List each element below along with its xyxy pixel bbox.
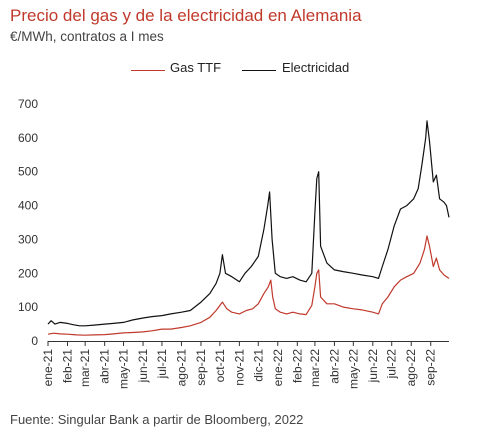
x-tick-label-jul-21: jul-21 <box>155 349 169 380</box>
x-tick-label-feb-21: feb-21 <box>61 349 75 383</box>
y-tick-label-400: 400 <box>18 199 38 213</box>
y-tick-label-300: 300 <box>18 232 38 246</box>
x-tick-label-abr-22: abr-22 <box>327 349 341 384</box>
x-tick-label-oct-21: oct-21 <box>213 349 227 383</box>
legend-swatch-electricity <box>242 70 276 71</box>
x-tick-label-abr-21: abr-21 <box>98 349 112 384</box>
legend-swatch-gas <box>131 70 165 71</box>
y-tick-label-700: 700 <box>18 97 38 111</box>
x-tick-label-jun-21: jun-21 <box>136 349 150 384</box>
x-tick-label-feb-22: feb-22 <box>290 349 304 383</box>
x-tick-label-mar-22: mar-22 <box>308 349 322 387</box>
x-tick-label-dic-21: dic-21 <box>251 349 265 382</box>
series-line-gas-ttf <box>47 235 450 336</box>
x-tick-label-sep-21: sep-21 <box>194 349 208 386</box>
legend-label-electricity: Electricidad <box>282 60 350 75</box>
x-tick-label-may-22: may-22 <box>346 349 360 389</box>
x-tick-label-ene-22: ene-22 <box>271 349 285 387</box>
chart-title: Precio del gas y de la electricidad en A… <box>10 6 362 25</box>
y-tick-label-100: 100 <box>18 300 38 314</box>
y-tick-label-0: 0 <box>31 334 38 348</box>
chart-subtitle: €/MWh, contratos a I mes <box>10 29 164 44</box>
x-tick-label-sep-22: sep-22 <box>424 349 438 386</box>
x-tick-label-ago-22: ago-22 <box>404 349 418 387</box>
series-line-electricidad <box>47 120 450 327</box>
x-axis: ene-21 feb-21 mar-21 abr-21 may-21 jun-21 jul-… <box>41 341 449 389</box>
x-tick-label-nov-21: nov-21 <box>232 349 246 386</box>
x-tick-label-may-21: may-21 <box>117 349 131 389</box>
x-tick-label-mar-21: mar-21 <box>78 349 92 387</box>
x-tick-label-ago-21: ago-21 <box>174 349 188 387</box>
x-tick-label-ene-21: ene-21 <box>41 349 55 387</box>
chart-source: Fuente: Singular Bank a partir de Bloomb… <box>10 412 304 427</box>
y-tick-label-600: 600 <box>18 131 38 145</box>
y-tick-label-500: 500 <box>18 165 38 179</box>
legend-label-gas: Gas TTF <box>170 60 222 75</box>
y-axis: 0 100 200 300 400 500 600 700 <box>18 97 38 348</box>
x-tick-label-jun-22: jun-22 <box>366 349 380 384</box>
y-tick-label-200: 200 <box>18 266 38 280</box>
series-layer <box>47 120 450 336</box>
chart-legend: Gas TTF Electricidad <box>0 60 480 80</box>
x-tick-label-jul-22: jul-22 <box>385 349 399 380</box>
